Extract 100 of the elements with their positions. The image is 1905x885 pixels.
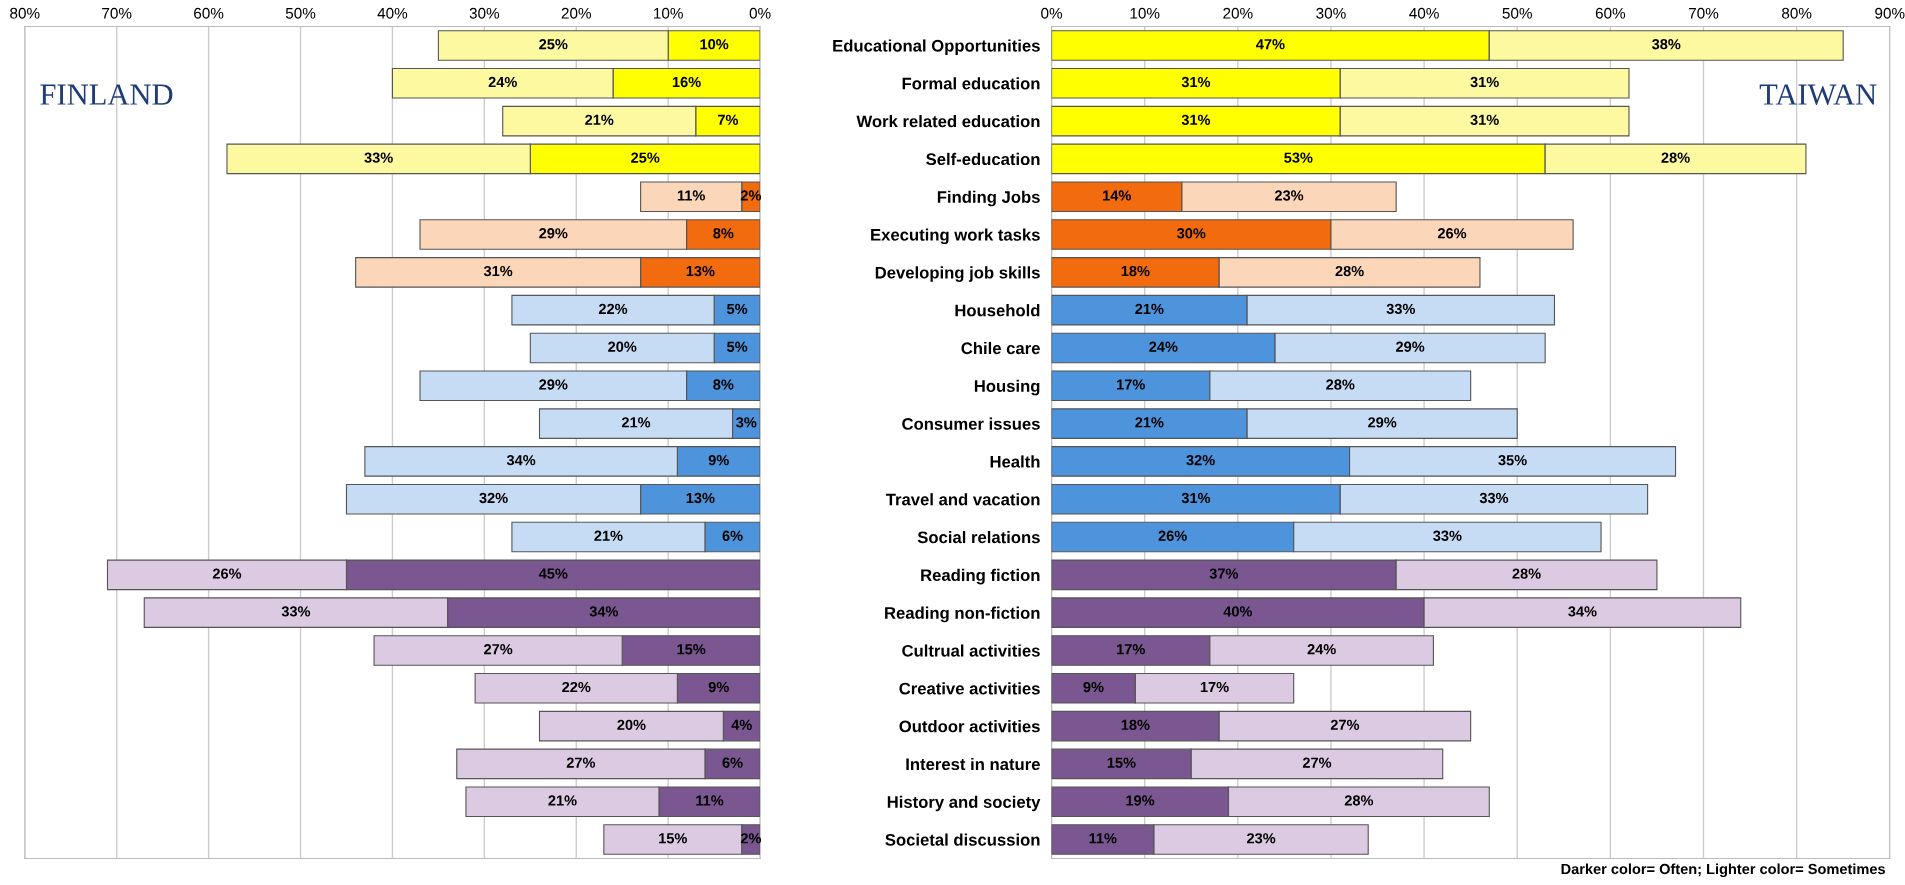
text: Darker color= Often; Lighter color= Sometimes bbox=[1561, 863, 1885, 878]
data-label: 31% bbox=[1470, 76, 1499, 88]
data-label: 11% bbox=[1089, 833, 1117, 844]
data-label: 29% bbox=[539, 228, 568, 239]
x-tick-label: 50% bbox=[285, 7, 316, 19]
data-label: 23% bbox=[1247, 833, 1276, 844]
data-label: 11% bbox=[677, 190, 705, 201]
y-tick-label: Formal education bbox=[902, 77, 1040, 90]
data-label: 21% bbox=[621, 417, 651, 428]
data-label: 26% bbox=[1158, 530, 1187, 541]
data-label: 33% bbox=[364, 152, 393, 163]
y-tick-label: Interest in nature bbox=[906, 757, 1040, 771]
y-tick-label: Developing job skills bbox=[875, 266, 1040, 282]
data-label: 9% bbox=[1083, 681, 1104, 693]
data-label: 27% bbox=[566, 757, 596, 768]
data-label: 27% bbox=[484, 644, 513, 655]
data-label: 45% bbox=[538, 568, 568, 579]
x-tick-label: 90% bbox=[1875, 7, 1905, 19]
y-tick-label: Household bbox=[955, 304, 1040, 317]
data-label: 40% bbox=[1223, 606, 1253, 617]
data-label: 3% bbox=[736, 417, 757, 428]
data-label: 31% bbox=[483, 265, 513, 277]
data-label: 28% bbox=[1512, 568, 1541, 579]
data-label: 29% bbox=[1396, 341, 1425, 352]
data-label: 31% bbox=[1181, 492, 1211, 504]
data-label: 18% bbox=[1121, 719, 1150, 731]
data-label: 20% bbox=[617, 719, 646, 731]
annotation: TAIWAN bbox=[1759, 84, 1877, 106]
data-label: 30% bbox=[1177, 228, 1206, 239]
data-label: 11% bbox=[696, 795, 724, 806]
data-label: 10% bbox=[700, 39, 729, 50]
data-label: 34% bbox=[589, 606, 619, 617]
data-label: 32% bbox=[479, 492, 508, 504]
y-tick-label: Societal discussion bbox=[885, 833, 1040, 846]
data-label: 34% bbox=[1568, 606, 1597, 617]
y-tick-label: Travel and vacation bbox=[885, 493, 1040, 506]
data-label: 19% bbox=[1126, 795, 1155, 806]
x-tick-label: 0% bbox=[749, 7, 771, 19]
data-label: 17% bbox=[1117, 379, 1145, 390]
data-label: 26% bbox=[212, 568, 242, 579]
data-label: 15% bbox=[659, 833, 687, 844]
data-label: 32% bbox=[1186, 454, 1215, 466]
x-tick-label: 10% bbox=[654, 7, 683, 19]
data-label: 13% bbox=[686, 265, 715, 277]
y-tick-label: Self-education bbox=[926, 152, 1040, 166]
y-tick-label: Creative activities bbox=[899, 682, 1040, 695]
y-tick-label: Finding Jobs bbox=[937, 190, 1040, 207]
data-label: 9% bbox=[708, 454, 729, 466]
data-label: 27% bbox=[1330, 719, 1360, 730]
data-label: 38% bbox=[1651, 39, 1681, 50]
data-label: 21% bbox=[1135, 417, 1164, 428]
x-tick-label: 50% bbox=[1502, 7, 1532, 19]
data-label: 22% bbox=[562, 681, 591, 693]
data-label: 15% bbox=[1107, 757, 1136, 768]
data-label: 6% bbox=[722, 757, 743, 768]
data-label: 29% bbox=[539, 379, 568, 390]
data-label: 22% bbox=[598, 303, 628, 315]
data-label: 21% bbox=[585, 114, 614, 125]
x-tick-label: 60% bbox=[1595, 7, 1626, 19]
data-label: 16% bbox=[672, 76, 701, 88]
x-tick-label: 20% bbox=[561, 7, 592, 19]
x-tick-label: 30% bbox=[1316, 7, 1346, 19]
data-label: 17% bbox=[1200, 681, 1229, 693]
x-tick-label: 40% bbox=[377, 7, 408, 19]
data-label: 33% bbox=[1386, 303, 1416, 315]
data-label: 29% bbox=[1368, 417, 1397, 428]
data-label: 8% bbox=[713, 379, 734, 390]
x-tick-label: 20% bbox=[1223, 7, 1253, 19]
x-tick-label: 40% bbox=[1409, 7, 1439, 19]
y-tick-label: Cultrual activities bbox=[902, 644, 1040, 657]
data-label: 35% bbox=[1498, 454, 1527, 466]
y-tick-label: Executing work tasks bbox=[871, 228, 1040, 245]
y-tick-label: Work related education bbox=[856, 115, 1040, 128]
x-tick-label: 80% bbox=[1782, 7, 1812, 19]
data-label: 24% bbox=[1149, 341, 1178, 352]
data-label: 23% bbox=[1274, 190, 1304, 201]
data-label: 18% bbox=[1121, 265, 1150, 277]
data-label: 47% bbox=[1256, 39, 1285, 50]
y-tick-label: Housing bbox=[974, 379, 1040, 396]
data-label: 33% bbox=[1433, 530, 1462, 541]
data-label: 5% bbox=[727, 303, 748, 315]
data-label: 14% bbox=[1103, 190, 1131, 201]
x-tick-label: 30% bbox=[469, 7, 500, 19]
data-label: 28% bbox=[1326, 379, 1355, 390]
x-tick-label: 70% bbox=[1688, 7, 1719, 19]
y-tick-label: Health bbox=[990, 455, 1040, 468]
data-label: 33% bbox=[281, 606, 311, 617]
y-tick-label: Educational Opportunities bbox=[833, 39, 1040, 55]
y-tick-label: Reading fiction bbox=[921, 568, 1040, 585]
y-tick-label: Consumer issues bbox=[902, 417, 1040, 430]
data-label: 25% bbox=[539, 39, 568, 50]
x-tick-label: 0% bbox=[1041, 7, 1063, 19]
data-label: 25% bbox=[631, 152, 660, 163]
data-label: 15% bbox=[677, 644, 706, 655]
data-label: 28% bbox=[1335, 265, 1364, 277]
x-tick-label: 80% bbox=[10, 7, 40, 19]
data-label: 27% bbox=[1302, 757, 1332, 768]
data-label: 53% bbox=[1284, 152, 1313, 163]
data-label: 26% bbox=[1437, 228, 1467, 239]
y-tick-label: Social relations bbox=[917, 530, 1040, 544]
